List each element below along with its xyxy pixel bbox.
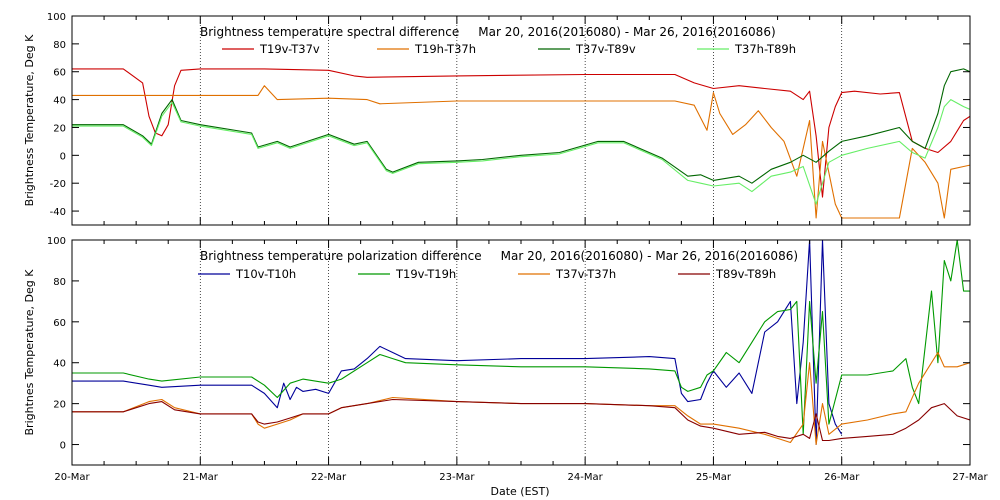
chart-title: Brightness temperature polarization diff… [200, 249, 798, 263]
y-tick-label: -40 [50, 207, 66, 218]
series-line-t37v-t89v [72, 68, 970, 184]
plot-frame [71, 15, 971, 226]
series-line-t89v-t89h [72, 398, 970, 442]
x-tick-label: 21-Mar [183, 472, 219, 483]
x-tick-label: 22-Mar [311, 472, 347, 483]
series-line-t19v-t19h [72, 240, 970, 435]
legend-label-t37h-t89h: T37h-T89h [734, 42, 796, 56]
legend-label-t89v-t89h: T89v-T89h [715, 267, 776, 281]
spectral-difference-panel: -40 -20 0 20 40 60 80 100 Brightness temperature… [23, 12, 971, 226]
y-tick-label: 100 [47, 236, 66, 247]
series-line-t19h-t37h [72, 85, 970, 219]
y-tick-label: 100 [47, 12, 66, 23]
x-tick-label: 20-Mar [54, 472, 90, 483]
series-line-t37h-t89h [72, 99, 970, 205]
y-tick-label: 40 [53, 359, 66, 370]
y-tick-label: 80 [53, 40, 66, 51]
chart-title: Brightness temperature spectral differen… [200, 25, 776, 39]
y-axis-title: Brightness Temperature, Deg K [23, 34, 36, 206]
series-line-t10v-t10h [72, 240, 843, 446]
y-tick-label: 40 [53, 96, 66, 107]
y-tick-label: 0 [60, 151, 66, 162]
y-tick-label: 20 [53, 123, 66, 134]
y-tick-label: 20 [53, 400, 66, 411]
y-tick-label: 0 [60, 441, 66, 452]
legend-label-t19h-t37h: T19h-T37h [414, 42, 476, 56]
x-tick-label: 25-Mar [696, 472, 732, 483]
legend-label-t19v-t37v: T19v-T37v [259, 42, 320, 56]
y-tick-label: 60 [53, 318, 66, 329]
x-tick-label: 24-Mar [568, 472, 604, 483]
legend-label-t19v-t19h: T19v-T19h [395, 267, 456, 281]
y-tick-label: 60 [53, 68, 66, 79]
x-tick-label: 23-Mar [439, 472, 475, 483]
polarization-difference-panel: 0 20 40 60 80 100 20-Mar 21-Mar 22-Mar 23-Mar 24-M… [23, 236, 988, 483]
y-axis-title: Brightnes Temperature, Deg K [23, 269, 36, 436]
y-tick-label: 80 [53, 277, 66, 288]
legend-label-t37v-t37h: T37v-T37h [555, 267, 616, 281]
series-line-t37v-t37h [72, 351, 970, 446]
x-tick-label: 26-Mar [824, 472, 860, 483]
x-tick-label: 27-Mar [952, 472, 988, 483]
y-tick-label: -20 [50, 179, 66, 190]
series-line-t19v-t37v [72, 68, 970, 198]
legend-label-t37v-t89v: T37v-T89v [575, 42, 636, 56]
x-axis-title: Date (EST) [490, 485, 549, 498]
legend-label-t10v-t10h: T10v-T10h [235, 267, 296, 281]
